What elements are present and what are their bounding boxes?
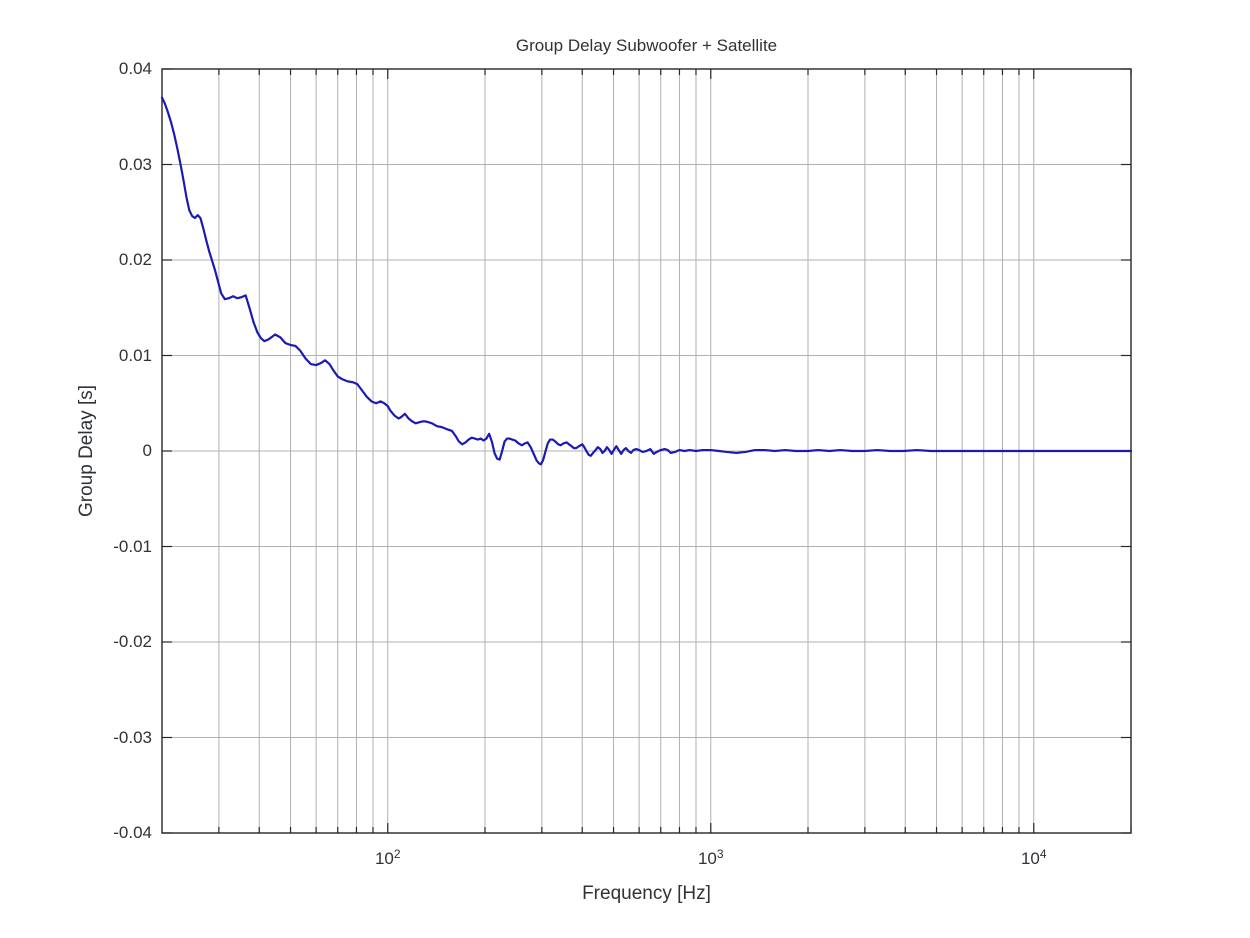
y-tick-label: 0.03 [118,154,152,174]
y-tick-label: -0.02 [113,632,152,651]
x-tick-label: 104 [1020,847,1047,869]
y-tick-label: -0.03 [113,727,152,747]
data-line [160,96,1133,466]
y-axis-label: Group Delay [s] [76,385,97,517]
x-tick-base: 10 [374,849,394,868]
chart-title: Group Delay Subwoofer + Satellite [515,36,778,55]
x-tick-exponent: 4 [1039,847,1047,861]
x-tick-exponent: 3 [716,847,724,861]
y-tick-label: -0.04 [113,823,152,842]
x-tick-exponent: 2 [393,847,401,861]
x-axis-label: Frequency [Hz] [582,883,711,904]
y-tick-label: -0.01 [113,536,152,556]
y-tick-label: 0.02 [118,250,152,269]
y-tick-label: 0.04 [118,59,152,78]
x-tick-label: 103 [697,847,724,869]
x-tick-label: 102 [374,847,401,869]
x-tick-base: 10 [697,849,717,868]
x-tick-base: 10 [1020,849,1040,868]
y-tick-label: 0.01 [118,345,152,365]
y-tick-label: 0 [142,441,152,460]
